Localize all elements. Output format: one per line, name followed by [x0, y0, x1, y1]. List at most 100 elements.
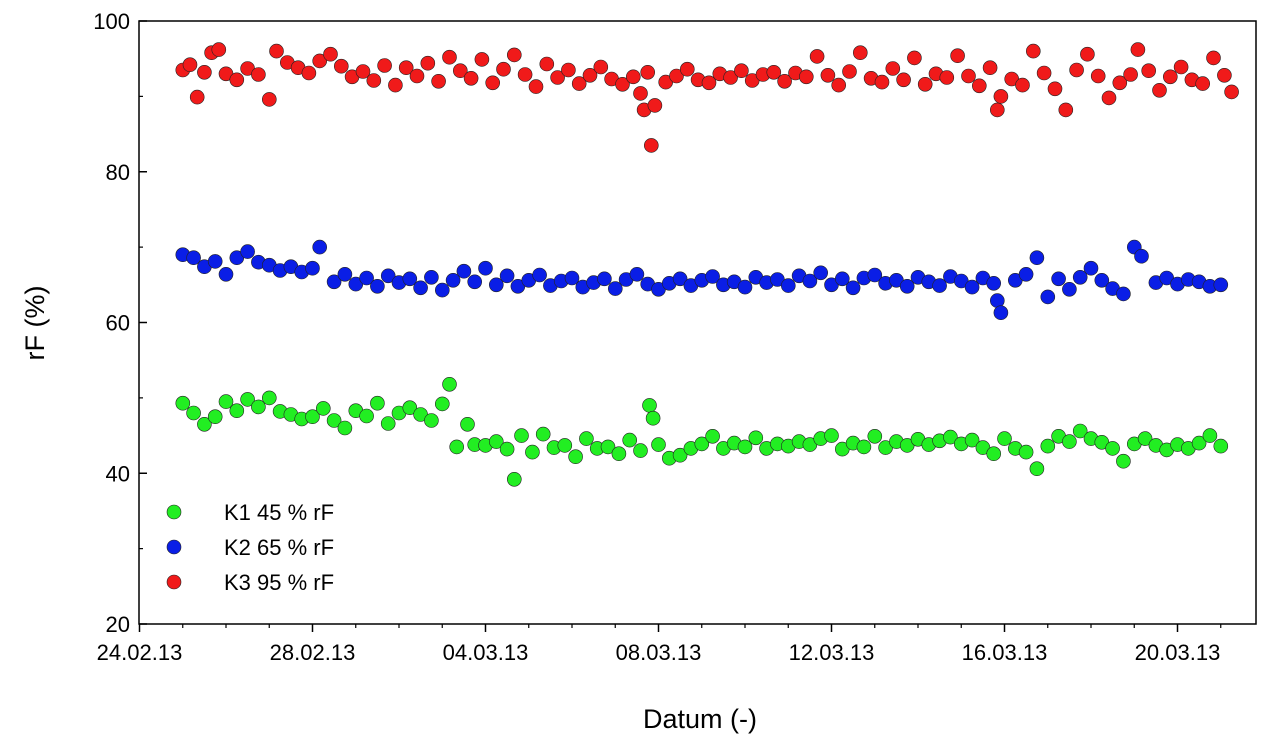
data-point [312, 53, 328, 69]
y-tick-label: 40 [106, 461, 130, 486]
data-point [1213, 277, 1229, 293]
data-point [517, 67, 533, 82]
y-axis-title: rF (%) [20, 286, 50, 361]
data-point [478, 260, 493, 276]
data-point [1062, 434, 1077, 449]
data-point [175, 395, 191, 411]
data-point [496, 61, 511, 77]
data-point [420, 55, 436, 71]
data-point [532, 267, 547, 283]
x-tick-label: 08.03.13 [616, 640, 702, 665]
data-point [993, 305, 1009, 321]
data-point [564, 270, 580, 286]
data-point [597, 271, 612, 287]
data-point [197, 65, 212, 80]
data-point [593, 59, 609, 75]
data-point [1040, 438, 1056, 454]
data-point [997, 431, 1012, 446]
data-point [499, 441, 515, 457]
data-point [625, 69, 641, 85]
data-point [899, 278, 915, 294]
data-point [1163, 69, 1178, 85]
data-point [723, 70, 738, 85]
data-point [917, 77, 933, 92]
data-point [1018, 444, 1034, 460]
data-point [939, 70, 955, 85]
data-point [834, 271, 850, 287]
data-point [305, 409, 320, 425]
data-point [582, 68, 598, 83]
data-point [633, 86, 648, 101]
data-point [640, 65, 656, 80]
data-point [218, 266, 234, 282]
data-point [964, 432, 980, 448]
data-point [798, 69, 814, 85]
data-point [896, 72, 911, 88]
data-point [539, 56, 555, 72]
data-point [380, 416, 396, 431]
data-point [737, 279, 753, 295]
data-point [442, 49, 457, 65]
data-point [557, 438, 573, 453]
data-point [261, 390, 277, 406]
data-point [182, 57, 198, 72]
data-point [251, 67, 266, 82]
x-axis-title: Datum (-) [643, 704, 757, 734]
data-points-layer [175, 42, 1239, 487]
data-point [211, 42, 227, 57]
data-point [506, 471, 522, 487]
data-point [1029, 461, 1045, 477]
data-point [831, 77, 847, 93]
data-point [813, 265, 829, 281]
data-point [337, 420, 353, 436]
data-point [820, 68, 836, 83]
data-point [229, 403, 245, 419]
legend: K1 45 % rF K2 65 % rF K3 95 % rF [166, 500, 334, 595]
data-point [229, 72, 245, 88]
data-point [1195, 76, 1210, 91]
series-3 [175, 42, 1239, 153]
data-point [1213, 438, 1229, 454]
data-point [1058, 102, 1074, 118]
data-point [986, 275, 1002, 291]
data-point [571, 76, 587, 91]
data-point [874, 74, 890, 90]
data-point [568, 449, 583, 465]
legend-marker [166, 539, 182, 555]
data-point [301, 65, 317, 81]
data-point [207, 409, 223, 425]
data-point [842, 64, 857, 79]
y-axis: 20 40 60 80 100 [93, 9, 147, 637]
data-point [445, 272, 461, 288]
data-point [251, 399, 266, 415]
data-point [867, 267, 883, 283]
data-point [824, 428, 839, 443]
data-point [506, 47, 522, 63]
data-point [1116, 286, 1131, 302]
data-point [561, 62, 576, 78]
data-point [1141, 63, 1156, 78]
data-point [207, 254, 223, 269]
data-point [488, 277, 504, 293]
data-point [186, 405, 201, 421]
data-point [766, 65, 782, 80]
data-point [474, 52, 490, 67]
data-point [642, 398, 657, 413]
data-point [856, 439, 872, 455]
data-point [431, 74, 446, 89]
data-point [629, 266, 645, 282]
data-point [409, 68, 425, 84]
data-point [388, 77, 403, 93]
data-point [1029, 250, 1045, 266]
data-point [679, 61, 695, 77]
data-point [1083, 260, 1099, 276]
data-point [643, 138, 659, 153]
legend-marker [166, 574, 182, 590]
data-point [971, 78, 987, 94]
data-point [705, 428, 720, 444]
data-point [1191, 435, 1207, 451]
data-point [1036, 65, 1052, 81]
data-point [370, 278, 385, 294]
data-point [1137, 431, 1153, 446]
data-point [312, 239, 328, 255]
